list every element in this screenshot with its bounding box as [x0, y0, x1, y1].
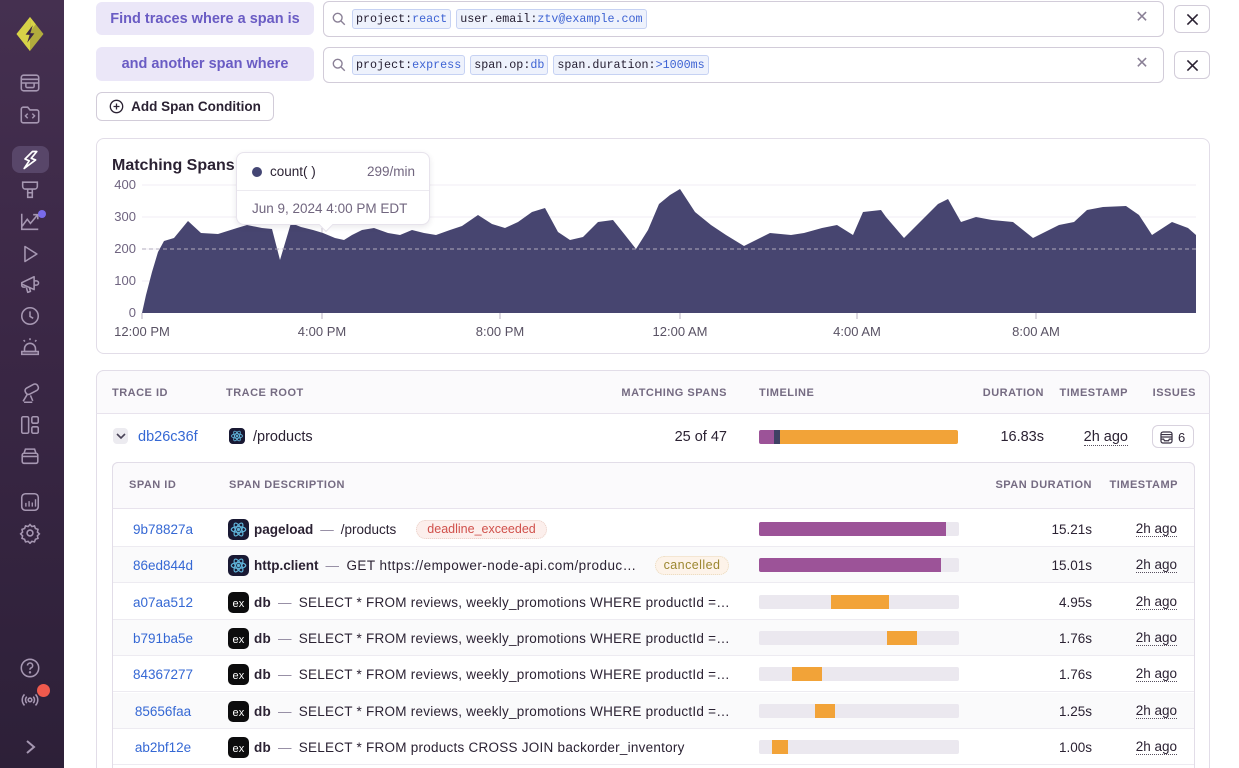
- svg-text:8:00 AM: 8:00 AM: [1012, 324, 1060, 339]
- svg-text:ex: ex: [232, 669, 244, 681]
- svg-text:ex: ex: [232, 742, 244, 754]
- svg-text:ex: ex: [232, 633, 244, 645]
- svg-text:ex: ex: [232, 706, 244, 718]
- svg-text:ex: ex: [232, 597, 244, 609]
- svg-text:0: 0: [129, 305, 136, 320]
- svg-text:12:00 PM: 12:00 PM: [114, 324, 170, 339]
- svg-text:400: 400: [114, 177, 136, 192]
- svg-text:4:00 PM: 4:00 PM: [298, 324, 346, 339]
- svg-text:4:00 AM: 4:00 AM: [833, 324, 881, 339]
- svg-text:300: 300: [114, 209, 136, 224]
- svg-text:12:00 AM: 12:00 AM: [653, 324, 708, 339]
- svg-text:8:00 PM: 8:00 PM: [476, 324, 524, 339]
- svg-text:200: 200: [114, 241, 136, 256]
- svg-text:100: 100: [114, 273, 136, 288]
